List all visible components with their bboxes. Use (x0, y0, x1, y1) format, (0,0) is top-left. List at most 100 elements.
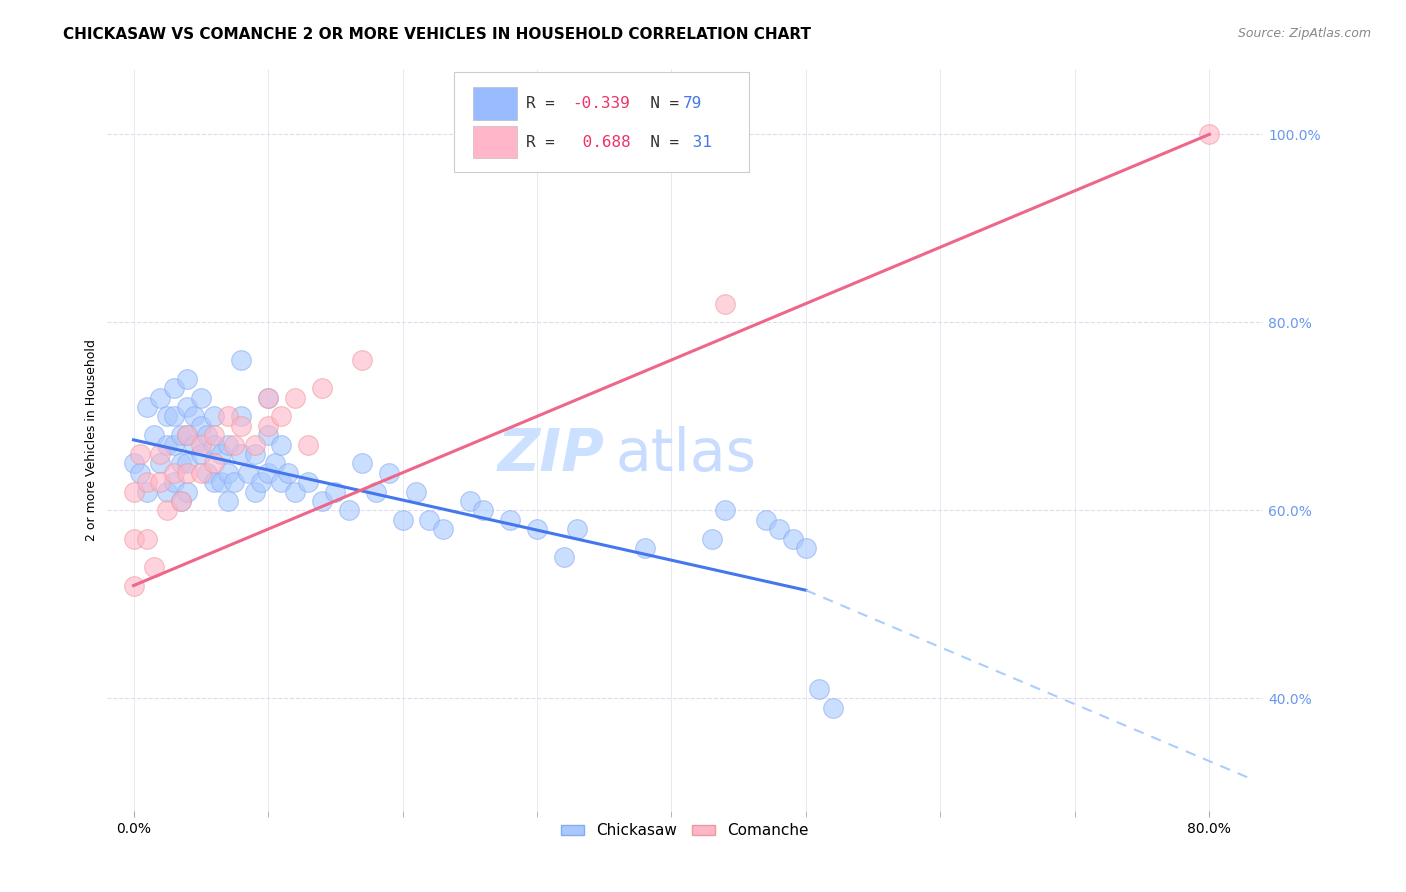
Point (432, 522, 454, 536)
Point (149, 447, 172, 461)
Point (176, 456, 198, 470)
Point (217, 409, 239, 424)
Point (129, 466, 152, 480)
Point (337, 503, 360, 517)
Point (202, 409, 225, 424)
Point (190, 391, 212, 405)
Point (169, 494, 191, 508)
Point (122, 532, 145, 546)
Point (202, 437, 225, 451)
Point (250, 475, 273, 490)
Point (243, 447, 266, 461)
Point (243, 484, 266, 499)
Point (378, 466, 401, 480)
Point (122, 456, 145, 470)
Point (257, 391, 280, 405)
Point (714, 296, 737, 310)
Point (197, 428, 219, 442)
Point (821, 700, 844, 714)
Point (136, 400, 159, 414)
Point (499, 513, 522, 527)
Point (311, 381, 333, 395)
Point (263, 456, 285, 470)
Y-axis label: 2 or more Vehicles in Household: 2 or more Vehicles in Household (86, 339, 98, 541)
Point (633, 541, 655, 555)
Point (257, 466, 280, 480)
Point (163, 466, 186, 480)
Text: ZIP: ZIP (498, 426, 605, 483)
Point (217, 494, 239, 508)
Point (190, 447, 212, 461)
Text: CHICKASAW VS COMANCHE 2 OR MORE VEHICLES IN HOUSEHOLD CORRELATION CHART: CHICKASAW VS COMANCHE 2 OR MORE VEHICLES… (63, 27, 811, 42)
Point (149, 475, 172, 490)
Point (197, 466, 219, 480)
Point (176, 372, 198, 386)
Point (183, 409, 205, 424)
Point (794, 541, 817, 555)
Point (142, 559, 165, 574)
Text: R =: R = (526, 96, 565, 111)
Point (229, 409, 252, 424)
Point (418, 513, 440, 527)
Point (129, 447, 152, 461)
Point (405, 484, 427, 499)
Point (364, 484, 387, 499)
Point (808, 681, 831, 696)
Point (284, 484, 307, 499)
Point (352, 456, 374, 470)
Point (229, 418, 252, 433)
Point (169, 456, 191, 470)
Point (136, 484, 159, 499)
Point (257, 391, 280, 405)
Point (768, 522, 790, 536)
Point (243, 437, 266, 451)
Point (270, 409, 292, 424)
FancyBboxPatch shape (474, 87, 517, 120)
Text: N =: N = (630, 135, 689, 150)
Text: Source: ZipAtlas.com: Source: ZipAtlas.com (1237, 27, 1371, 40)
Point (323, 484, 346, 499)
Point (122, 578, 145, 592)
Point (567, 522, 589, 536)
Point (270, 437, 292, 451)
Point (277, 466, 299, 480)
Point (472, 503, 495, 517)
Point (229, 353, 252, 368)
Point (202, 428, 225, 442)
FancyBboxPatch shape (474, 126, 517, 159)
Point (217, 466, 239, 480)
Point (136, 532, 159, 546)
Text: R =: R = (526, 135, 575, 150)
Point (311, 494, 333, 508)
Point (202, 475, 225, 490)
Point (209, 475, 232, 490)
Point (156, 409, 179, 424)
Point (526, 522, 548, 536)
Legend: Chickasaw, Comanche: Chickasaw, Comanche (555, 817, 815, 845)
Point (782, 532, 804, 546)
Point (163, 409, 186, 424)
Point (224, 437, 246, 451)
Point (169, 494, 191, 508)
Point (156, 484, 179, 499)
FancyBboxPatch shape (454, 72, 748, 172)
Point (217, 437, 239, 451)
Point (553, 550, 575, 565)
Point (224, 475, 246, 490)
Point (700, 532, 723, 546)
Point (190, 418, 212, 433)
Point (176, 466, 198, 480)
Point (257, 418, 280, 433)
Point (156, 437, 179, 451)
Point (190, 437, 212, 451)
Point (284, 391, 307, 405)
Text: N =: N = (630, 96, 689, 111)
Point (163, 475, 186, 490)
Point (297, 437, 319, 451)
Text: 79: 79 (682, 96, 702, 111)
Point (714, 503, 737, 517)
Point (136, 475, 159, 490)
Text: atlas: atlas (616, 426, 756, 483)
Point (209, 447, 232, 461)
Point (190, 466, 212, 480)
